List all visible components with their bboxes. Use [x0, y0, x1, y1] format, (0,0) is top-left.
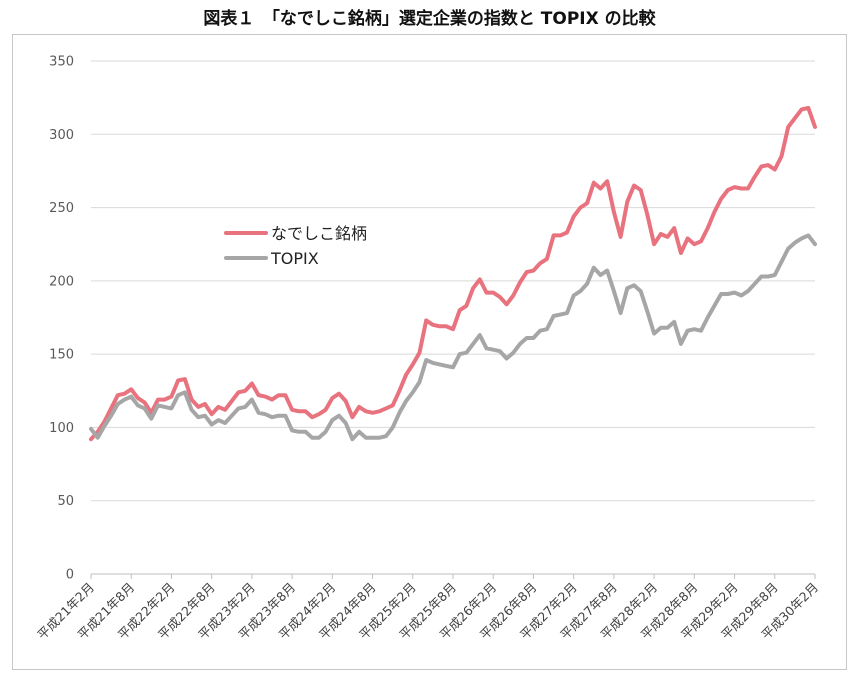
x-axis: 平成21年2月平成21年8月平成22年2月平成22年8月平成23年2月平成23年…: [34, 574, 821, 642]
y-tick-label: 300: [49, 128, 74, 143]
legend-topix-label: TOPIX: [270, 249, 319, 268]
y-tick-label: 100: [49, 421, 74, 436]
topix-line: [89, 233, 817, 442]
series-lines: [89, 105, 817, 442]
nadeshiko-line: [89, 105, 817, 442]
y-tick-label: 150: [49, 348, 74, 363]
chart-frame: [12, 34, 847, 670]
legend: なでしこ銘柄 TOPIX: [224, 224, 367, 268]
chart-title: 図表１ 「なでしこ銘柄」選定企業の指数と TOPIX の比較: [203, 9, 656, 29]
y-axis-labels: 0 50 100 150 200 250 300 350: [49, 55, 74, 583]
y-tick-label: 50: [57, 494, 74, 509]
y-tick-label: 350: [49, 55, 74, 70]
y-tick-label: 250: [49, 201, 74, 216]
y-tick-label: 200: [49, 274, 74, 289]
y-tick-label: 0: [66, 568, 74, 583]
legend-nadeshiko-label: なでしこ銘柄: [271, 224, 367, 243]
